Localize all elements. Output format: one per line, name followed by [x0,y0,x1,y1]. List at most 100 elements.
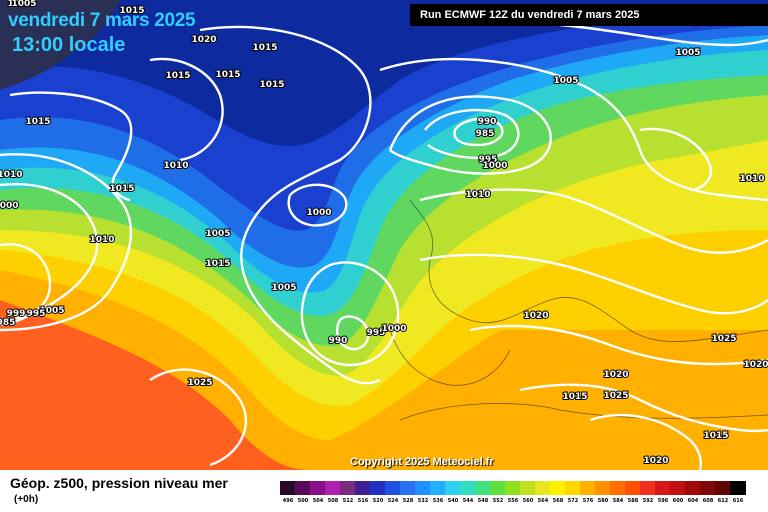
isobar-label: 1015 [215,70,240,80]
scale-swatch [670,481,686,495]
isobar-label: 1010 [7,0,32,9]
scale-label: 544 [462,498,474,504]
isobar-label: 1015 [165,71,190,81]
isobar-label: 1015 [259,80,284,90]
isobar-label: 1015 [25,117,50,127]
isobar-label: 1025 [603,391,628,401]
coastline-africa [399,403,768,421]
scale-label: 616 [732,498,744,504]
land-greenland [0,0,120,90]
scale-label: 540 [447,498,459,504]
scale-label: 528 [402,498,414,504]
coastline-europe [409,199,768,342]
band-512 [0,0,768,146]
scale-swatch [700,481,716,495]
scale-swatch [565,481,581,495]
scale-swatch [415,481,431,495]
run-banner: Run ECMWF 12Z du vendredi 7 mars 2025 [410,4,768,26]
scale-label: 508 [327,498,339,504]
isobar-label: 1000 [0,201,19,211]
scale-label: 556 [507,498,519,504]
scale-swatch [490,481,506,495]
scale-swatch [505,481,521,495]
isobar-label: 1005 [553,76,578,86]
isobar-label: 1005 [675,48,700,58]
isobar-label: 1015 [252,43,277,53]
isobar-label: 999 [7,309,26,319]
scale-swatch [625,481,641,495]
scale-label: 604 [687,498,699,504]
scale-label: 532 [417,498,429,504]
scale-label: 608 [702,498,714,504]
isobar-label: 1000 [381,324,406,334]
isobar-label: 1015 [205,259,230,269]
scale-swatch [325,481,341,495]
isobars [0,23,768,470]
isobar-label: 1020 [191,35,216,45]
scale-swatch [550,481,566,495]
legend-bar: Géop. z500, pression niveau mer (+0h) 49… [0,470,768,512]
copyright: Copyright 2025 Meteociel.fr [350,456,494,468]
isobar-label: 1015 [119,6,144,16]
isobar-label: 990 [329,336,348,346]
scale-label: 564 [537,498,549,504]
scale-swatch [535,481,551,495]
isobar-label: 1000 [482,161,507,171]
scale-swatch [355,481,371,495]
scale-swatch [730,481,746,495]
scale-label: 592 [642,498,654,504]
scale-swatch [640,481,656,495]
forecast-date: vendredi 7 mars 2025 [8,10,196,31]
scale-label: 516 [357,498,369,504]
scale-swatch [595,481,611,495]
scale-label: 520 [372,498,384,504]
legend-subtitle: (+0h) [14,494,39,505]
scale-label: 548 [477,498,489,504]
scale-swatch [715,481,731,495]
isobar-label: 1000 [306,208,331,218]
isobar-label: 1005 [39,306,64,316]
scale-label: 580 [597,498,609,504]
isobar-labels: 1015 1020 1015 1015 1015 1015 1015 1015 1005 1005… [0,0,768,467]
isobar-label: 1020 [743,360,768,370]
isobar-label: 990 [478,117,497,127]
isobar-label: 1010 [163,161,188,171]
isobar-label: 1020 [603,370,628,380]
isobar-label: 1010 [89,235,114,245]
scale-label: 560 [522,498,534,504]
isobar-label: 985 [0,318,15,328]
scale-label: 496 [282,498,294,504]
scale-swatch [400,481,416,495]
isobar-label: 1015 [109,184,134,194]
isobar-label: 1005 [205,229,230,239]
scale-swatch [685,481,701,495]
legend-title: Géop. z500, pression niveau mer [10,475,228,491]
scale-label: 576 [582,498,594,504]
scale-swatch [385,481,401,495]
scale-swatch [370,481,386,495]
scale-swatch [280,481,296,495]
scale-swatch [445,481,461,495]
scale-label: 536 [432,498,444,504]
scale-label: 588 [627,498,639,504]
scale-swatch [340,481,356,495]
scale-label: 552 [492,498,504,504]
isobar-label: 995 [367,328,386,338]
scale-swatch [580,481,596,495]
isobar-label: 1010 [465,190,490,200]
isobar-label: 1010 [739,174,764,184]
isobar-label: 1025 [711,334,736,344]
scale-label: 584 [612,498,624,504]
coastline-iberia [389,329,511,386]
isobar-label: 995 [479,155,498,165]
scale-swatch [655,481,671,495]
isobar-label: 1005 [11,0,36,9]
scale-swatch [310,481,326,495]
scale-label: 596 [657,498,669,504]
scale-label: 572 [567,498,579,504]
isobar-label: 1015 [703,431,728,441]
isobar-label: 1005 [271,283,296,293]
isobar-label: 995 [27,309,46,319]
forecast-time: 13:00 locale [12,34,126,56]
